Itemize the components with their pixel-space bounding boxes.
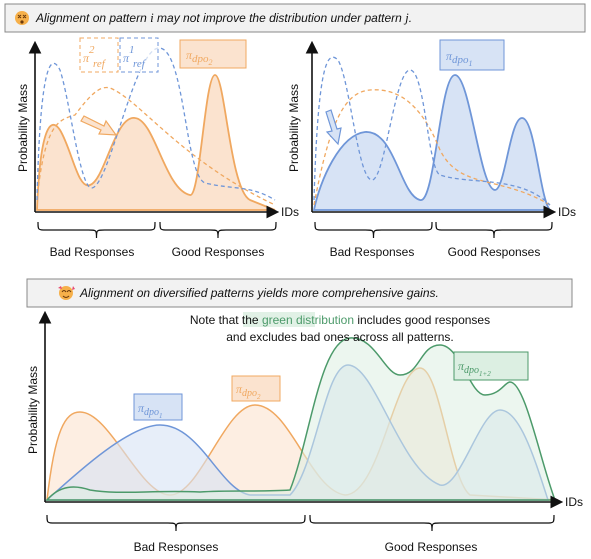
legend-box	[231, 375, 281, 402]
bottom-panel: Probability Mass IDs Note that the green…	[26, 310, 583, 554]
dpo1-curve	[312, 74, 553, 211]
dpo12-curve	[45, 337, 557, 501]
group-label: Bad Responses	[330, 245, 415, 259]
banner-text: Alignment on pattern i may not improve t…	[35, 10, 412, 25]
y-axis-label: Probability Mass	[16, 84, 30, 172]
legend-label: πdpo1	[446, 49, 473, 68]
group-label: Good Responses	[385, 540, 478, 554]
group-label: Bad Responses	[134, 540, 219, 554]
legend-label: πdpo2	[236, 382, 261, 401]
group-label: Good Responses	[448, 245, 541, 259]
note: Note that the green distribution include…	[190, 313, 490, 327]
arrow	[80, 115, 118, 136]
legend-box	[119, 37, 159, 73]
note: and excludes bad ones across all pattern…	[226, 330, 453, 344]
legend-box	[453, 351, 529, 381]
legend-box	[79, 37, 119, 73]
y-axis-label: Probability Mass	[26, 366, 40, 454]
x-axis-label: IDs	[281, 205, 299, 219]
legend-label: π1 ref	[123, 44, 147, 70]
ref2-curve	[36, 86, 276, 206]
brace	[314, 221, 433, 239]
brace	[159, 221, 277, 239]
top-left-panel: Probability Mass IDs π2 ref π1 ref πdpo2 B…	[16, 37, 299, 259]
brace	[435, 221, 553, 239]
banner	[26, 278, 573, 308]
legend-box	[439, 39, 505, 71]
brace	[46, 514, 306, 532]
ref1-curve	[36, 47, 276, 201]
y-axis-label: Probability Mass	[287, 84, 301, 172]
legend-label: π2 ref	[83, 44, 107, 70]
group-label: Good Responses	[172, 245, 265, 259]
x-axis-label: IDs	[565, 495, 583, 509]
emoji	[15, 11, 29, 25]
top-right-panel: Probability Mass IDs πdpo1 Bad Responses…	[287, 39, 576, 259]
legend-box	[179, 39, 247, 69]
legend-label: πdpo2	[186, 48, 213, 67]
banner	[4, 3, 586, 33]
banner-text: Alignment on diversified patterns yields…	[79, 286, 439, 300]
group-label: Bad Responses	[50, 245, 135, 259]
brace	[37, 221, 156, 239]
dpo2-curve	[36, 74, 276, 211]
legend-label: πdpo1+2	[458, 359, 491, 378]
highlight	[243, 312, 315, 327]
legend-box	[133, 393, 183, 421]
x-axis-label: IDs	[558, 205, 576, 219]
ref2-curve	[313, 89, 551, 206]
emoji	[58, 286, 75, 300]
legend-label: πdpo1	[138, 401, 163, 420]
ref1-curve	[313, 56, 551, 206]
brace	[309, 514, 555, 532]
arrow	[325, 109, 342, 146]
